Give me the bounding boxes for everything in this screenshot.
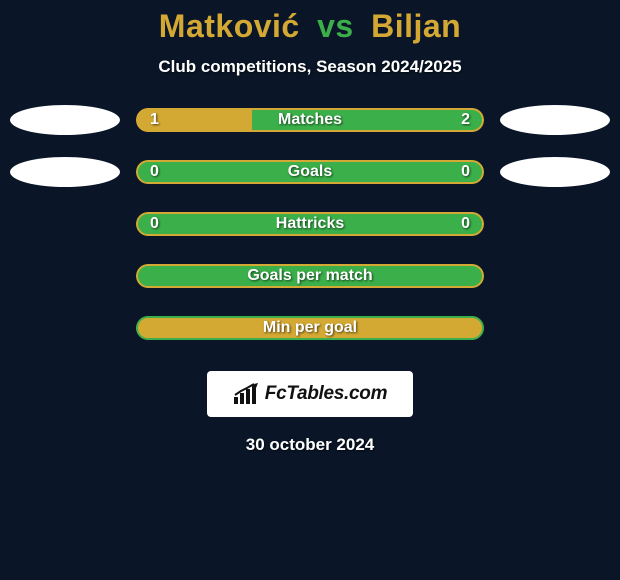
stat-bar: Min per goal xyxy=(136,316,484,340)
player2-badge xyxy=(500,105,610,135)
spacer xyxy=(10,261,120,291)
title-player1: Matković xyxy=(159,8,300,44)
stat-bar: Goals per match xyxy=(136,264,484,288)
player1-badge xyxy=(10,157,120,187)
stat-label: Min per goal xyxy=(263,316,357,340)
stat-value-left: 0 xyxy=(150,160,159,184)
stat-row: 0 0 Goals xyxy=(10,157,610,187)
stat-rows: 1 2 Matches 0 0 Goals 0 0 Hattricks Goals per mat… xyxy=(10,105,610,365)
player2-badge xyxy=(500,157,610,187)
player1-badge xyxy=(10,105,120,135)
spacer xyxy=(10,209,120,239)
spacer xyxy=(500,313,610,343)
title-vs: vs xyxy=(317,8,354,44)
spacer xyxy=(500,209,610,239)
spacer xyxy=(500,261,610,291)
source-logo: FcTables.com xyxy=(207,371,413,417)
subtitle: Club competitions, Season 2024/2025 xyxy=(158,57,461,77)
comparison-card: Matković vs Biljan Club competitions, Se… xyxy=(0,0,620,455)
stat-label: Hattricks xyxy=(276,212,344,236)
stat-row: Goals per match xyxy=(10,261,610,291)
stat-row: Min per goal xyxy=(10,313,610,343)
stat-value-right: 0 xyxy=(461,160,470,184)
source-logo-text: FcTables.com xyxy=(265,383,387,405)
stat-row: 0 0 Hattricks xyxy=(10,209,610,239)
title-player2: Biljan xyxy=(371,8,461,44)
stat-value-left: 0 xyxy=(150,212,159,236)
spacer xyxy=(10,313,120,343)
stat-value-right: 2 xyxy=(461,108,470,132)
chart-icon xyxy=(233,383,259,405)
stat-row: 1 2 Matches xyxy=(10,105,610,135)
date-text: 30 october 2024 xyxy=(246,435,375,455)
stat-label: Goals per match xyxy=(247,264,372,288)
title: Matković vs Biljan xyxy=(159,8,461,45)
stat-bar: 0 0 Goals xyxy=(136,160,484,184)
stat-value-left: 1 xyxy=(150,108,159,132)
stat-value-right: 0 xyxy=(461,212,470,236)
stat-label: Goals xyxy=(288,160,332,184)
stat-label: Matches xyxy=(278,108,342,132)
stat-bar: 0 0 Hattricks xyxy=(136,212,484,236)
stat-bar: 1 2 Matches xyxy=(136,108,484,132)
